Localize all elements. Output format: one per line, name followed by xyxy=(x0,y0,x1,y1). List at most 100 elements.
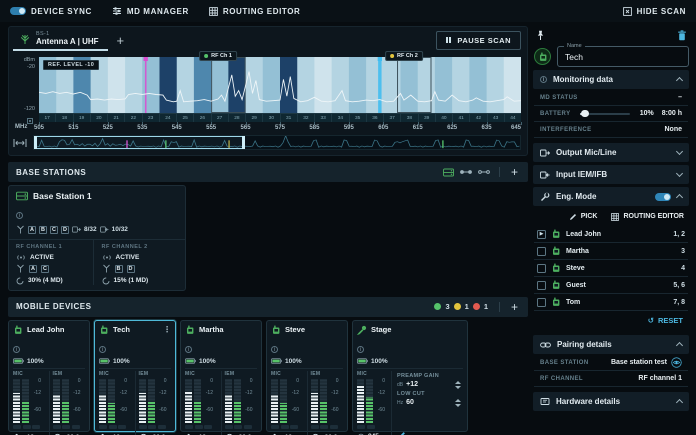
menu-icon[interactable]: ⋮ xyxy=(163,325,171,334)
link-quality-chips xyxy=(310,424,344,429)
device-sync-toggle[interactable]: DEVICE SYNC xyxy=(10,7,92,16)
link-iem-icon[interactable] xyxy=(478,168,490,176)
add-mobile-device-button[interactable]: + xyxy=(510,299,518,314)
pairing-details-section[interactable]: Pairing details xyxy=(533,335,689,354)
eng-mode-device-row[interactable]: Guest 5, 6 xyxy=(534,277,688,294)
tv-channel-number: 42 xyxy=(469,114,486,122)
bodypack-icon xyxy=(553,297,560,306)
add-scan-tab-button[interactable]: + xyxy=(116,32,125,48)
base-station-card[interactable]: Base Station 1 i A B C D 8/32 10/32 RF C… xyxy=(8,185,186,291)
hardware-details-section[interactable]: Hardware details xyxy=(533,392,689,411)
expand-chart-icon[interactable] xyxy=(27,118,33,124)
checkbox[interactable] xyxy=(537,263,546,273)
sync-channel-icon xyxy=(358,433,364,435)
link-quality-chips xyxy=(138,424,172,429)
input-iem-ifb-section[interactable]: Input IEM/IFB xyxy=(533,165,689,184)
reset-button[interactable]: ↺ RESET xyxy=(534,311,688,330)
link-mic-icon[interactable] xyxy=(460,168,472,176)
stepper-icon[interactable] xyxy=(455,398,463,407)
collapse-icon xyxy=(675,398,684,407)
link-quality-chips xyxy=(271,424,304,429)
info-icon[interactable]: i xyxy=(357,345,364,353)
monitoring-data-section[interactable]: i Monitoring data xyxy=(533,70,689,89)
eng-mode-device-row[interactable]: Steve 4 xyxy=(534,260,688,277)
battery-level: 100% xyxy=(371,357,388,365)
tv-channel-number: 32 xyxy=(296,114,314,122)
eng-mode-device-row[interactable]: Martha 3 xyxy=(534,243,688,260)
rf-channel-label: RF CHANNEL xyxy=(540,375,583,382)
edit-icon[interactable] xyxy=(397,431,406,435)
preamp-gain-label: PREAMP GAIN xyxy=(397,372,440,379)
battery-slider[interactable] xyxy=(580,110,630,117)
pause-scan-button[interactable]: PAUSE SCAN xyxy=(435,30,521,50)
selection-left-handle[interactable] xyxy=(34,136,37,149)
y-axis-min: -120 xyxy=(23,106,35,112)
checkbox[interactable] xyxy=(537,246,546,256)
checkbox[interactable] xyxy=(537,297,546,307)
device-name: Tech xyxy=(113,325,130,334)
checkbox[interactable]: ▶ xyxy=(537,229,546,239)
info-icon[interactable]: i xyxy=(13,345,20,353)
device-card[interactable]: Steve i 100% MIC 0-12-60 +12 IEM xyxy=(266,319,348,435)
tab-antenna-a[interactable]: BS-1 Antenna A | UHF xyxy=(13,29,108,52)
md-manager-button[interactable]: MD MANAGER xyxy=(112,6,189,16)
meter-label: IEM xyxy=(310,370,321,377)
routing-editor-button[interactable]: ROUTING EDITOR xyxy=(208,7,301,16)
antenna-tree-icon xyxy=(20,34,30,44)
eng-mode-device-row[interactable]: ▶ Lead John 1, 2 xyxy=(534,226,688,243)
mic-gain-value: +12 xyxy=(281,434,292,435)
hide-scan-button[interactable]: HIDE SCAN xyxy=(622,7,686,16)
antenna-b-box: B xyxy=(39,225,47,234)
battery-label: BATTERY xyxy=(540,110,571,117)
eye-icon[interactable] xyxy=(671,357,682,368)
device-name: Guest xyxy=(566,281,586,289)
routing-editor-button[interactable]: ROUTING EDITOR xyxy=(611,212,684,221)
name-field[interactable]: Name Tech xyxy=(557,43,689,67)
checkbox[interactable] xyxy=(537,280,546,290)
pin-icon[interactable] xyxy=(535,30,546,41)
scan-panel: BS-1 Antenna A | UHF + PAUSE SCAN dBm -2… xyxy=(8,26,528,156)
broadcast-icon xyxy=(17,254,25,260)
scan-minimap[interactable] xyxy=(33,135,521,150)
device-card[interactable]: Tech ⋮ i 100% MIC 0-12-60 +12 IEM xyxy=(94,319,176,435)
info-icon[interactable]: i xyxy=(185,345,192,353)
tv-channel-number: 37 xyxy=(383,114,400,122)
output-icon xyxy=(540,149,550,156)
low-cut-label: LOW CUT xyxy=(397,390,425,397)
rf-channel-2-column: RF CHANNEL 2 ACTIVE B D 15% (1 MD) xyxy=(92,240,179,285)
selection-right-handle[interactable] xyxy=(242,136,246,149)
eng-mode-section[interactable]: Eng. Mode xyxy=(533,187,689,206)
battery-hours: 8:00 h xyxy=(661,110,682,117)
preamp-gain-field[interactable]: dB +12 xyxy=(397,380,463,389)
minimap-selection[interactable] xyxy=(34,136,246,149)
eng-mode-toggle[interactable] xyxy=(655,192,671,201)
eng-mode-device-row[interactable]: Tom 7, 8 xyxy=(534,294,688,311)
iem-count: 10/32 xyxy=(111,226,128,233)
toggle-on-icon[interactable] xyxy=(10,7,26,15)
interference-label: INTERFERENCE xyxy=(540,126,592,133)
delete-icon[interactable] xyxy=(677,29,687,41)
md-status-value: – xyxy=(678,94,682,101)
info-icon[interactable]: i xyxy=(99,345,106,353)
info-icon[interactable]: i xyxy=(16,212,23,219)
tv-channel-number: 23 xyxy=(141,114,159,122)
meter-label: MIC xyxy=(13,370,24,377)
spectrum-y-axis: dBm -20 -120 MHz xyxy=(13,57,39,133)
base-station-icon xyxy=(16,191,28,201)
handheld-mic-icon xyxy=(357,325,367,335)
device-card[interactable]: Martha i 100% MIC 0-12-60 +12 IEM xyxy=(180,319,262,435)
pick-button[interactable]: PICK xyxy=(569,213,597,221)
level-meter: 0 -12 -60 xyxy=(271,378,304,423)
spectrum-chart[interactable] xyxy=(39,57,521,113)
device-card[interactable]: Lead John i 100% MIC 0-12-60 +12 IEM xyxy=(8,319,90,435)
device-card[interactable]: Stage i 100% MIC 0-12-60 845 xyxy=(352,319,468,435)
stepper-icon[interactable] xyxy=(455,380,463,389)
add-base-station-button[interactable]: + xyxy=(510,165,518,179)
mic-gain-value: +12 xyxy=(23,434,34,435)
low-cut-field[interactable]: Hz 60 xyxy=(397,398,463,407)
iem-level-value: -20.0 xyxy=(65,434,80,435)
mhz-tick: 555 xyxy=(206,125,217,131)
output-mic-line-section[interactable]: Output Mic/Line xyxy=(533,143,689,162)
info-icon[interactable]: i xyxy=(271,345,278,353)
headphone-icon xyxy=(226,433,232,435)
